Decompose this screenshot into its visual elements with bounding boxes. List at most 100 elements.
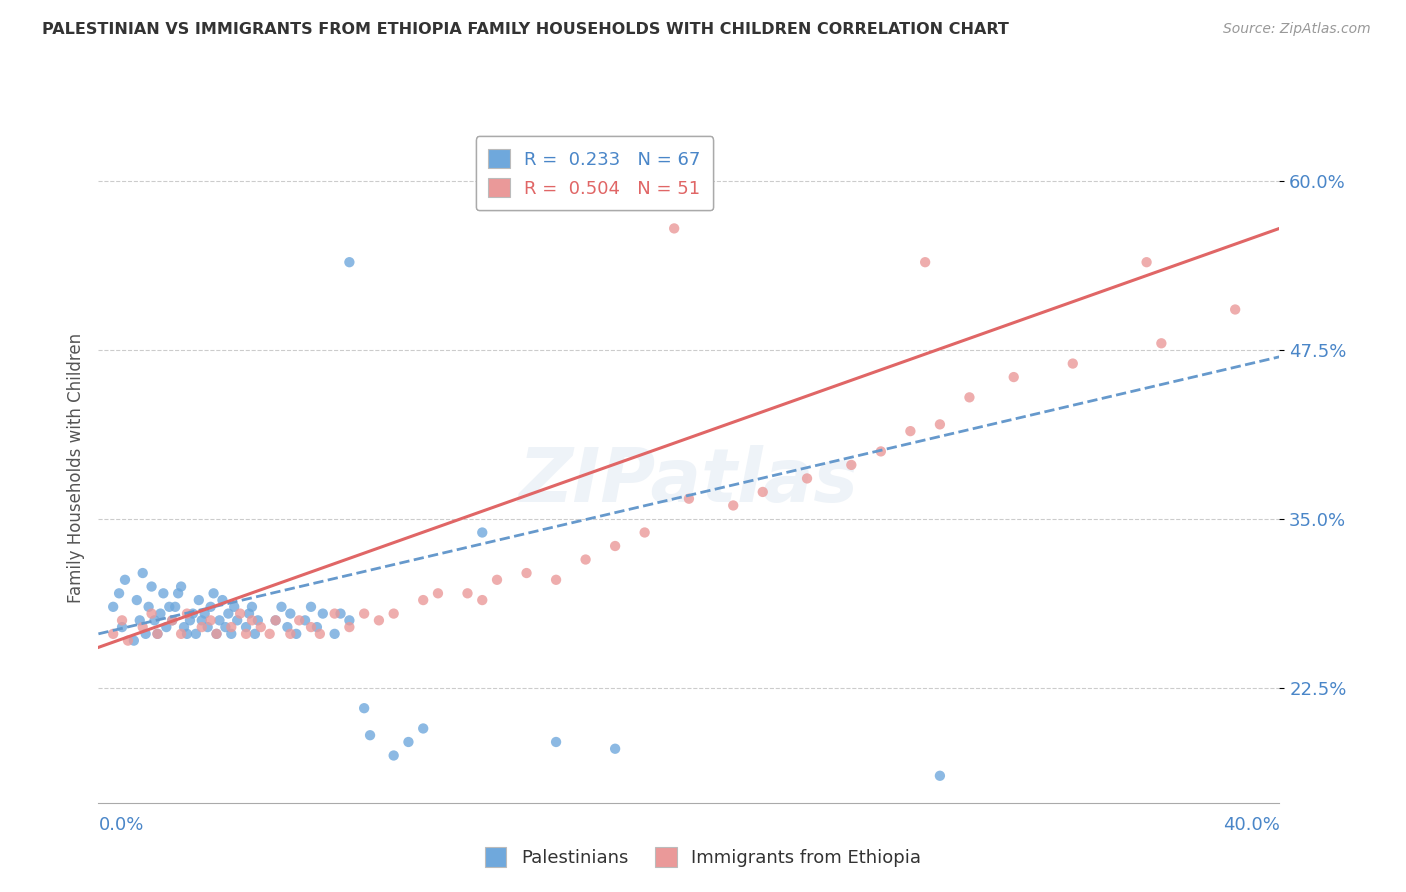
- Point: [138, 599, 160, 614]
- Point: [382, 748, 405, 763]
- Point: [122, 633, 145, 648]
- Point: [337, 620, 360, 634]
- Point: [486, 573, 509, 587]
- Point: [959, 390, 981, 404]
- Point: [605, 741, 627, 756]
- Point: [224, 599, 246, 614]
- Point: [128, 613, 150, 627]
- Point: [412, 722, 434, 736]
- Point: [264, 613, 287, 627]
- Point: [270, 599, 292, 614]
- Point: [1223, 302, 1246, 317]
- Point: [278, 627, 302, 641]
- Point: [285, 627, 308, 641]
- Point: [294, 613, 316, 627]
- Point: [250, 620, 273, 634]
- Point: [187, 593, 209, 607]
- Point: [141, 607, 163, 621]
- Point: [146, 627, 169, 641]
- Point: [839, 458, 862, 472]
- Point: [211, 593, 233, 607]
- Point: [149, 607, 172, 621]
- Point: [928, 769, 950, 783]
- Legend: Palestinians, Immigrants from Ethiopia: Palestinians, Immigrants from Ethiopia: [478, 839, 928, 874]
- Point: [1135, 255, 1157, 269]
- Point: [368, 613, 391, 627]
- Point: [219, 620, 242, 634]
- Point: [238, 607, 260, 621]
- Point: [471, 593, 494, 607]
- Point: [323, 607, 346, 621]
- Point: [359, 728, 381, 742]
- Point: [382, 607, 405, 621]
- Point: [146, 627, 169, 641]
- Point: [125, 593, 148, 607]
- Point: [157, 599, 180, 614]
- Point: [152, 586, 174, 600]
- Point: [246, 613, 269, 627]
- Point: [200, 599, 222, 614]
- Point: [179, 613, 201, 627]
- Point: [412, 593, 434, 607]
- Legend: R =  0.233   N = 67, R =  0.504   N = 51: R = 0.233 N = 67, R = 0.504 N = 51: [475, 136, 713, 211]
- Point: [329, 607, 352, 621]
- Point: [167, 586, 190, 600]
- Point: [427, 586, 450, 600]
- Point: [191, 613, 214, 627]
- Point: [165, 599, 187, 614]
- Text: 40.0%: 40.0%: [1223, 816, 1279, 834]
- Point: [869, 444, 891, 458]
- Point: [337, 255, 360, 269]
- Point: [323, 627, 346, 641]
- Point: [208, 613, 231, 627]
- Point: [471, 525, 494, 540]
- Point: [143, 613, 166, 627]
- Point: [114, 573, 136, 587]
- Point: [264, 613, 287, 627]
- Point: [1062, 357, 1084, 371]
- Point: [219, 627, 242, 641]
- Point: [1002, 370, 1025, 384]
- Point: [605, 539, 627, 553]
- Point: [515, 566, 537, 580]
- Point: [111, 620, 134, 634]
- Text: ZIPatlas: ZIPatlas: [519, 445, 859, 518]
- Point: [574, 552, 596, 566]
- Point: [309, 627, 332, 641]
- Point: [1150, 336, 1173, 351]
- Point: [278, 607, 302, 621]
- Point: [217, 607, 239, 621]
- Point: [456, 586, 478, 600]
- Point: [353, 701, 375, 715]
- Point: [633, 525, 655, 540]
- Point: [155, 620, 177, 634]
- Point: [928, 417, 950, 432]
- Text: PALESTINIAN VS IMMIGRANTS FROM ETHIOPIA FAMILY HOUSEHOLDS WITH CHILDREN CORRELAT: PALESTINIAN VS IMMIGRANTS FROM ETHIOPIA …: [42, 22, 1010, 37]
- Point: [111, 613, 134, 627]
- Point: [299, 620, 322, 634]
- Point: [544, 573, 567, 587]
- Point: [240, 599, 263, 614]
- Point: [235, 620, 257, 634]
- Point: [117, 633, 139, 648]
- Point: [176, 627, 198, 641]
- Y-axis label: Family Households with Children: Family Households with Children: [66, 334, 84, 603]
- Point: [205, 627, 228, 641]
- Point: [235, 627, 257, 641]
- Point: [176, 607, 198, 621]
- Point: [312, 607, 335, 621]
- Point: [135, 627, 157, 641]
- Point: [197, 620, 219, 634]
- Point: [900, 424, 922, 438]
- Point: [132, 620, 155, 634]
- Point: [103, 599, 125, 614]
- Point: [396, 735, 419, 749]
- Point: [200, 613, 222, 627]
- Point: [276, 620, 298, 634]
- Point: [914, 255, 936, 269]
- Point: [243, 627, 266, 641]
- Point: [305, 620, 328, 634]
- Point: [108, 586, 131, 600]
- Point: [184, 627, 207, 641]
- Point: [191, 620, 214, 634]
